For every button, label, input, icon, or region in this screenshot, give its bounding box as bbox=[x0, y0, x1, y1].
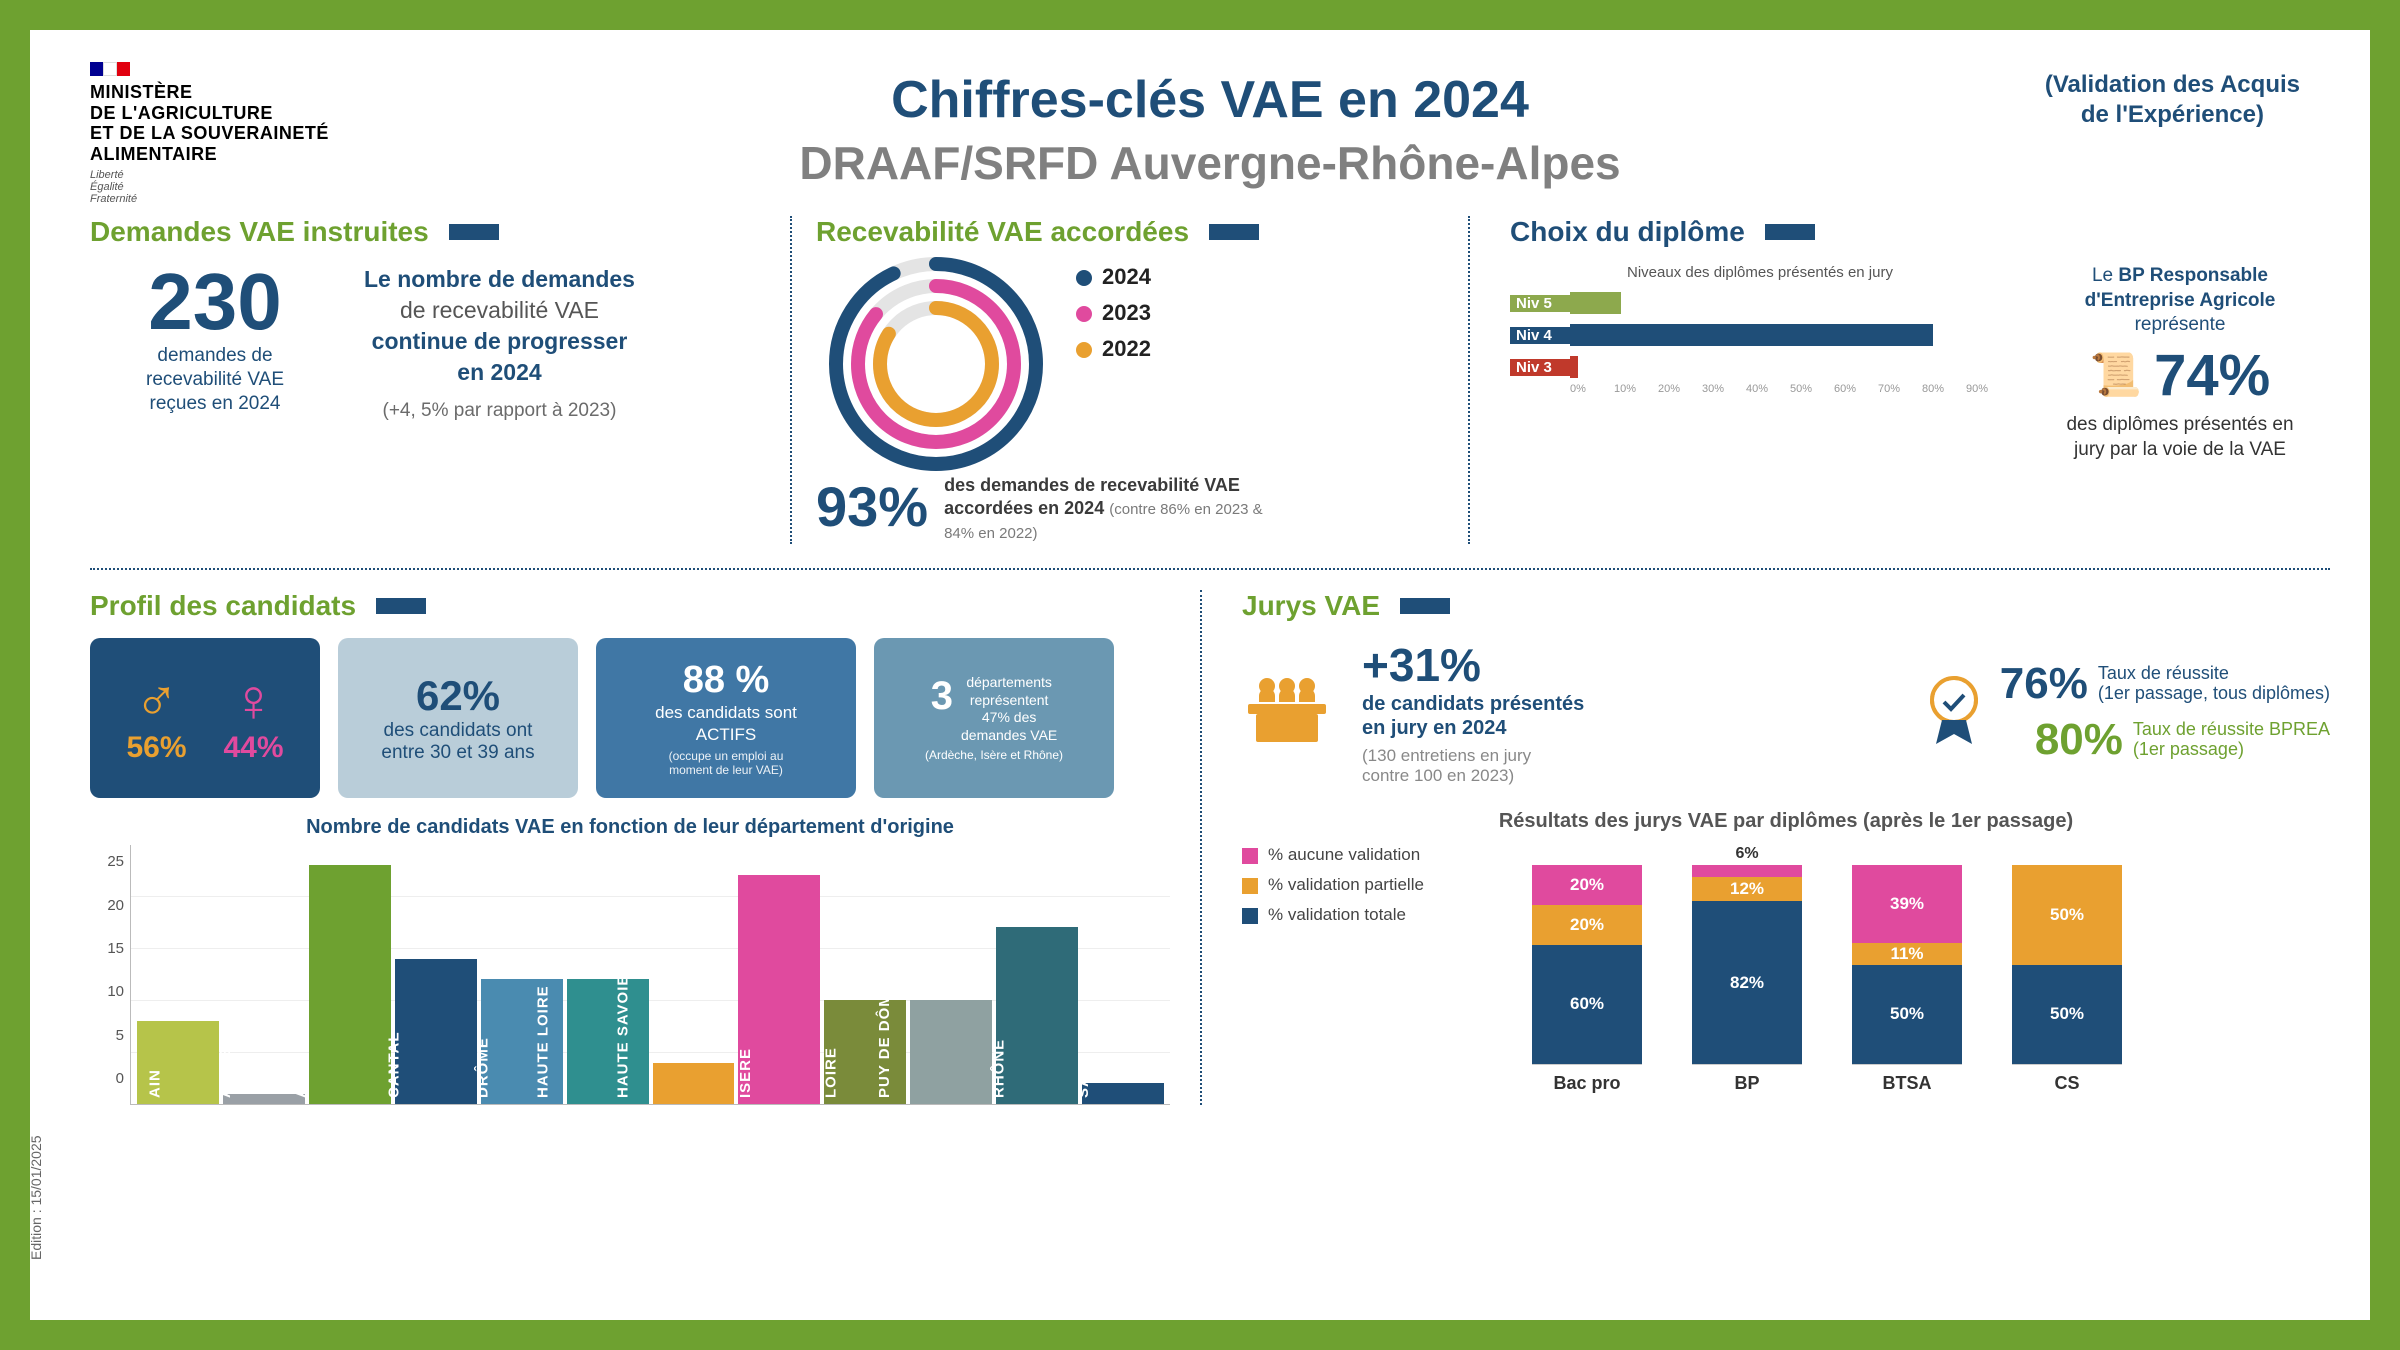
demandes-heading: Demandes VAE instruites bbox=[90, 216, 750, 248]
results-stack: 6%82%12%BP bbox=[1692, 845, 1802, 1094]
page-subtitle: DRAAF/SRFD Auvergne-Rhône-Alpes bbox=[90, 136, 2330, 190]
donut-chart bbox=[816, 244, 1056, 484]
jury-main-sub: (130 entretiens en jurycontre 100 en 202… bbox=[1362, 746, 1584, 786]
ministry-motto: LibertéÉgalitéFraternité bbox=[90, 169, 329, 205]
actifs-value: 88 % bbox=[614, 659, 838, 702]
dept-bar: ARDECHE bbox=[309, 865, 391, 1104]
ministry-logo: MINISTÈRE DE L'AGRICULTURE ET DE LA SOUV… bbox=[90, 62, 329, 205]
jurys-heading: Jurys VAE bbox=[1242, 590, 2330, 622]
dept-bar: AIN bbox=[137, 1021, 219, 1104]
recevabilite-section: Recevabilité VAE accordées 202420232022 … bbox=[790, 216, 1470, 544]
rate-80: 80% Taux de réussite BPREA(1er passage) bbox=[2000, 715, 2330, 765]
niv-row: Niv 5 bbox=[1510, 287, 2010, 319]
profil-heading: Profil des candidats bbox=[90, 590, 1170, 622]
niveau-chart-title: Niveaux des diplômes présentés en jury bbox=[1510, 264, 2010, 281]
rate-76-text: Taux de réussite(1er passage, tous diplô… bbox=[2098, 664, 2330, 704]
tile-depts: 3 départementsreprésentent47% desdemande… bbox=[874, 638, 1114, 798]
top-row: Demandes VAE instruites 230 demandes der… bbox=[90, 216, 2330, 544]
age-text: des candidats ontentre 30 et 39 ans bbox=[356, 720, 560, 764]
tile-age: 62% des candidats ontentre 30 et 39 ans bbox=[338, 638, 578, 798]
donut-legend: 2024 2023 2022 bbox=[1076, 264, 1151, 504]
diplome-heading: Choix du diplôme bbox=[1510, 216, 2330, 248]
jury-results: Résultats des jurys VAE par diplômes (ap… bbox=[1242, 810, 2330, 1094]
results-legend-item: % validation partielle bbox=[1242, 875, 1502, 895]
results-stack: 60%20%20%Bac pro bbox=[1532, 865, 1642, 1094]
dept-bar: HAUTE SAVOIE bbox=[653, 1063, 735, 1105]
profil-tiles: ♂ 56% ♀ 44% 62% des candidats ontentre 3… bbox=[90, 638, 1170, 798]
rate-80-value: 80% bbox=[2035, 715, 2123, 765]
legend-2023: 2023 bbox=[1076, 300, 1151, 326]
tile-sex: ♂ 56% ♀ 44% bbox=[90, 638, 320, 798]
jury-rates: 76% Taux de réussite(1er passage, tous d… bbox=[1922, 659, 2330, 765]
jury-main-value: +31% bbox=[1362, 638, 1584, 692]
edition-date: Edition : 15/01/2025 bbox=[28, 1135, 44, 1260]
rate-76-value: 76% bbox=[2000, 659, 2088, 709]
dept-chart-title: Nombre de candidats VAE en fonction de l… bbox=[90, 816, 1170, 839]
demandes-commentary: Le nombre de demandesde recevabilité VAE… bbox=[364, 264, 635, 424]
dept-bar-chart: Nombre de candidats VAE en fonction de l… bbox=[90, 816, 1170, 1105]
tile-actifs: 88 % des candidats sontACTIFS (occupe un… bbox=[596, 638, 856, 798]
recevabilite-summary: 93% des demandes de recevabilité VAE acc… bbox=[816, 474, 1444, 544]
dept-bar: CANTAL bbox=[395, 959, 477, 1105]
jurys-top-row: +31% de candidats présentésen jury en 20… bbox=[1242, 638, 2330, 786]
jury-main-stat: +31% de candidats présentésen jury en 20… bbox=[1362, 638, 1584, 786]
dept-bar: RHÔNE bbox=[996, 927, 1078, 1104]
demandes-sub: (+4, 5% par rapport à 2023) bbox=[364, 398, 635, 424]
dept-bar: LOIRE bbox=[824, 1000, 906, 1104]
results-legend-item: % validation totale bbox=[1242, 905, 1502, 925]
niv-row: Niv 4 bbox=[1510, 319, 2010, 351]
dept-bar: HAUTE LOIRE bbox=[567, 979, 649, 1104]
jury-icon bbox=[1242, 670, 1332, 755]
page-title: Chiffres-clés VAE en 2024 bbox=[90, 70, 2330, 130]
jury-main-text: de candidats présentésen jury en 2024 bbox=[1362, 692, 1584, 740]
profil-section: Profil des candidats ♂ 56% ♀ 44% 62% des… bbox=[90, 590, 1170, 1105]
female-pct: 44% bbox=[223, 731, 283, 765]
female-icon: ♀ bbox=[223, 671, 283, 731]
depts-value: 3 bbox=[931, 674, 953, 719]
demandes-value: 230 bbox=[90, 264, 340, 340]
demandes-section: Demandes VAE instruites 230 demandes der… bbox=[90, 216, 750, 544]
results-title: Résultats des jurys VAE par diplômes (ap… bbox=[1242, 810, 2330, 833]
demandes-stat: 230 demandes derecevabilité VAEreçues en… bbox=[90, 264, 340, 415]
diplome-right-bottom: des diplômes présentés enjury par la voi… bbox=[2030, 413, 2330, 462]
legend-2024: 2024 bbox=[1076, 264, 1151, 290]
diplome-highlight: Le BP Responsabled'Entreprise Agricolere… bbox=[2030, 264, 2330, 463]
results-legend: % aucune validation % validation partiell… bbox=[1242, 845, 1502, 1094]
recev-text2: accordées en 2024 bbox=[944, 498, 1104, 518]
diplome-section: Choix du diplôme Niveaux des diplômes pr… bbox=[1510, 216, 2330, 544]
page: MINISTÈRE DE L'AGRICULTURE ET DE LA SOUV… bbox=[30, 30, 2370, 1320]
rate-80-text: Taux de réussite BPREA(1er passage) bbox=[2133, 720, 2330, 760]
results-stack: 50%11%39%BTSA bbox=[1852, 865, 1962, 1094]
diploma-icon: 📜 bbox=[2090, 348, 2142, 403]
niv-row: Niv 3 bbox=[1510, 351, 2010, 383]
rate-76: 76% Taux de réussite(1er passage, tous d… bbox=[2000, 659, 2330, 709]
dept-bar: ISERE bbox=[738, 875, 820, 1104]
title-block: Chiffres-clés VAE en 2024 DRAAF/SRFD Auv… bbox=[90, 50, 2330, 190]
diplome-pct: 74% bbox=[2154, 338, 2270, 413]
dept-bar: SAVOIE bbox=[1082, 1083, 1164, 1104]
title-aside: (Validation des Acquisde l'Expérience) bbox=[2045, 70, 2300, 130]
bottom-row: Profil des candidats ♂ 56% ♀ 44% 62% des… bbox=[90, 568, 2330, 1105]
depts-sub: (Ardèche, Isère et Rhône) bbox=[892, 748, 1096, 762]
results-stack: 50%50%CS bbox=[2012, 865, 2122, 1094]
legend-2022: 2022 bbox=[1076, 336, 1151, 362]
actifs-text: des candidats sontACTIFS bbox=[614, 702, 838, 745]
age-value: 62% bbox=[356, 672, 560, 720]
results-stacked-chart: 60%20%20%Bac pro 6%82%12%BP 50%11%39%BTSA 5… bbox=[1532, 845, 2330, 1094]
demandes-caption: demandes derecevabilité VAEreçues en 202… bbox=[90, 344, 340, 415]
male-icon: ♂ bbox=[126, 671, 186, 731]
jurys-section: Jurys VAE +31% de candidats présentésen … bbox=[1200, 590, 2330, 1105]
actifs-sub: (occupe un emploi aumoment de leur VAE) bbox=[614, 749, 838, 777]
depts-text: départementsreprésentent47% desdemandes … bbox=[961, 674, 1057, 744]
award-icon bbox=[1922, 672, 1986, 753]
niveau-bar-chart: Niveaux des diplômes présentés en jury N… bbox=[1510, 264, 2010, 395]
flag-icon bbox=[90, 62, 130, 76]
ministry-name: MINISTÈRE DE L'AGRICULTURE ET DE LA SOUV… bbox=[90, 82, 329, 165]
results-legend-item: % aucune validation bbox=[1242, 845, 1502, 865]
dept-bar: PUY DE DÔME bbox=[910, 1000, 992, 1104]
male-pct: 56% bbox=[126, 731, 186, 765]
